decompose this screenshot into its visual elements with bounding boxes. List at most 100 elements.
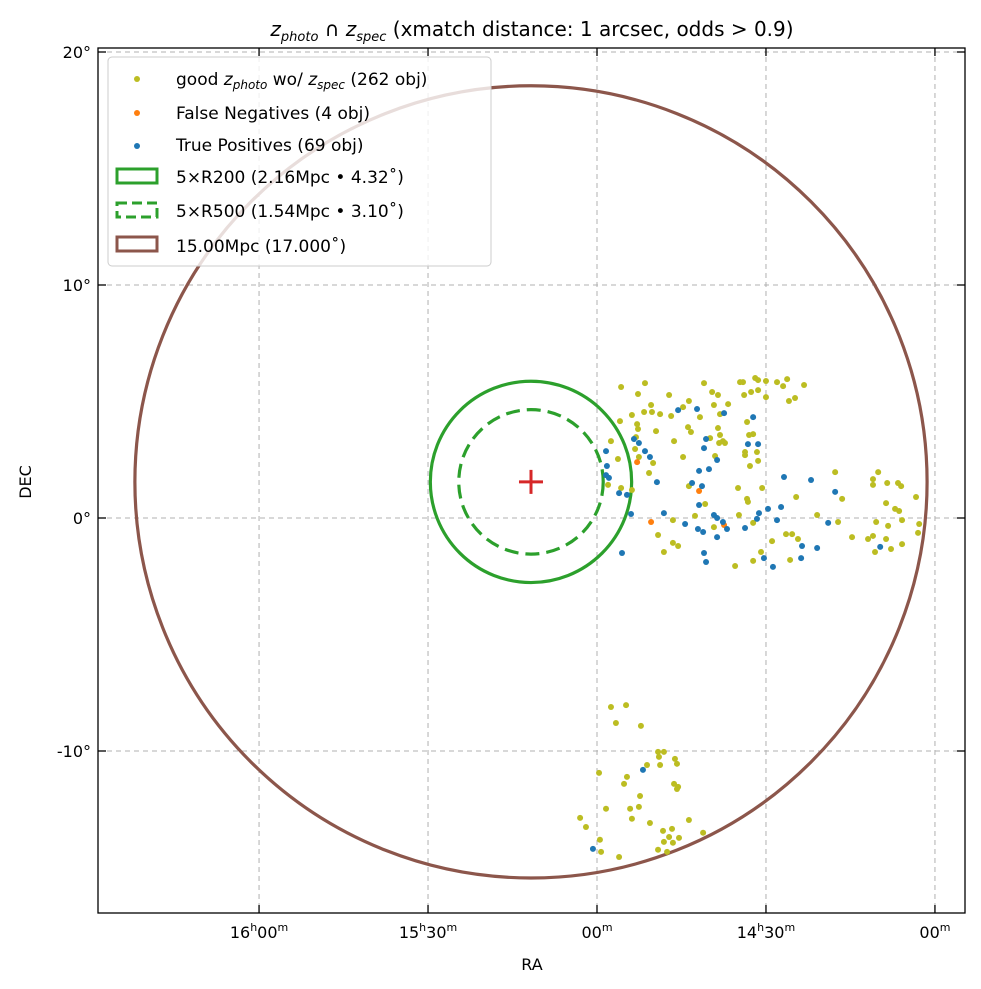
circle-5xr200 (428, 379, 634, 585)
data-point (787, 556, 794, 563)
data-point (660, 748, 667, 755)
data-point (623, 773, 630, 780)
data-point (596, 836, 603, 843)
data-point (710, 524, 717, 531)
data-point (750, 414, 757, 421)
data-point (589, 845, 596, 852)
data-point (614, 456, 621, 463)
data-point (666, 833, 673, 840)
circle-15mpc (133, 84, 929, 880)
dec-tick-label: -10° (57, 742, 91, 761)
data-point (769, 538, 776, 545)
data-point (653, 428, 660, 435)
data-point (778, 504, 785, 511)
data-point (664, 848, 671, 855)
ra-tick-label: 00m (919, 921, 950, 942)
data-point (639, 766, 646, 773)
data-point (735, 511, 742, 518)
data-point (898, 483, 905, 490)
data-point (603, 463, 610, 470)
data-point (885, 522, 892, 529)
data-point (669, 517, 676, 524)
data-point (694, 405, 701, 412)
ra-tick-label: 15h30m (399, 921, 457, 942)
data-point (780, 383, 787, 390)
data-point (598, 848, 605, 855)
data-point (635, 803, 642, 810)
data-point (755, 510, 762, 517)
data-point (607, 438, 614, 445)
data-point (698, 483, 705, 490)
dec-tick-label: 10° (63, 276, 91, 295)
data-point (705, 466, 712, 473)
data-point (753, 449, 760, 456)
chart-title: zphoto ∩ zspec (xmatch distance: 1 arcse… (269, 17, 793, 45)
data-point (709, 388, 716, 395)
ra-tick-label: 16h00m (230, 921, 288, 942)
legend-label-good-zphoto: good zphoto wo/ zspec (262 obj) (176, 70, 427, 92)
plot-frame (97, 47, 966, 914)
data-point (627, 805, 634, 812)
data-point (675, 542, 682, 549)
data-point (877, 543, 884, 550)
data-point (714, 425, 721, 432)
data-point (872, 549, 879, 556)
data-point (732, 562, 739, 569)
data-point (742, 525, 749, 532)
legend: good zphoto wo/ zspec (262 obj) False Ne… (107, 56, 492, 267)
circle-5xr500 (457, 408, 605, 556)
data-point (621, 780, 628, 787)
data-point (915, 529, 922, 536)
data-point (635, 439, 642, 446)
data-point (883, 535, 890, 542)
data-points (577, 374, 923, 861)
data-point (832, 469, 839, 476)
data-point (746, 463, 753, 470)
data-point (655, 753, 662, 760)
data-point (742, 452, 749, 459)
data-point (696, 414, 703, 421)
data-point (685, 816, 692, 823)
data-point (785, 398, 792, 405)
dec-tick-label: 0° (73, 509, 91, 528)
data-point (801, 381, 808, 388)
data-point (616, 854, 623, 861)
legend-label-15mpc: 15.00Mpc (17.000˚) (176, 236, 346, 257)
data-point (637, 792, 644, 799)
data-point (780, 473, 787, 480)
data-point (682, 521, 689, 528)
data-point (618, 384, 625, 391)
data-point (792, 395, 799, 402)
data-point (774, 379, 781, 386)
data-point (628, 511, 635, 518)
data-point (673, 760, 680, 767)
x-axis-label: RA (521, 955, 542, 974)
data-point (619, 549, 626, 556)
data-point (632, 446, 639, 453)
data-point (605, 474, 612, 481)
legend-marker-false-negatives (134, 110, 140, 116)
data-point (641, 380, 648, 387)
data-point (701, 380, 708, 387)
data-point (616, 490, 623, 497)
data-point (714, 456, 721, 463)
data-point (884, 480, 891, 487)
data-point (646, 453, 653, 460)
data-point (666, 391, 673, 398)
data-point (646, 470, 653, 477)
data-point (748, 388, 755, 395)
data-point (646, 819, 653, 826)
data-point (634, 421, 641, 428)
data-point (644, 761, 651, 768)
data-point (668, 412, 675, 419)
legend-label-r200: 5×R200 (2.16Mpc • 4.32˚) (176, 167, 404, 188)
data-point (835, 518, 842, 525)
data-point (655, 846, 662, 853)
data-point (839, 495, 846, 502)
data-point (873, 518, 880, 525)
data-point (814, 545, 821, 552)
legend-label-r500: 5×R500 (1.54Mpc • 3.10˚) (176, 201, 404, 222)
data-point (735, 484, 742, 491)
data-point (701, 445, 708, 452)
